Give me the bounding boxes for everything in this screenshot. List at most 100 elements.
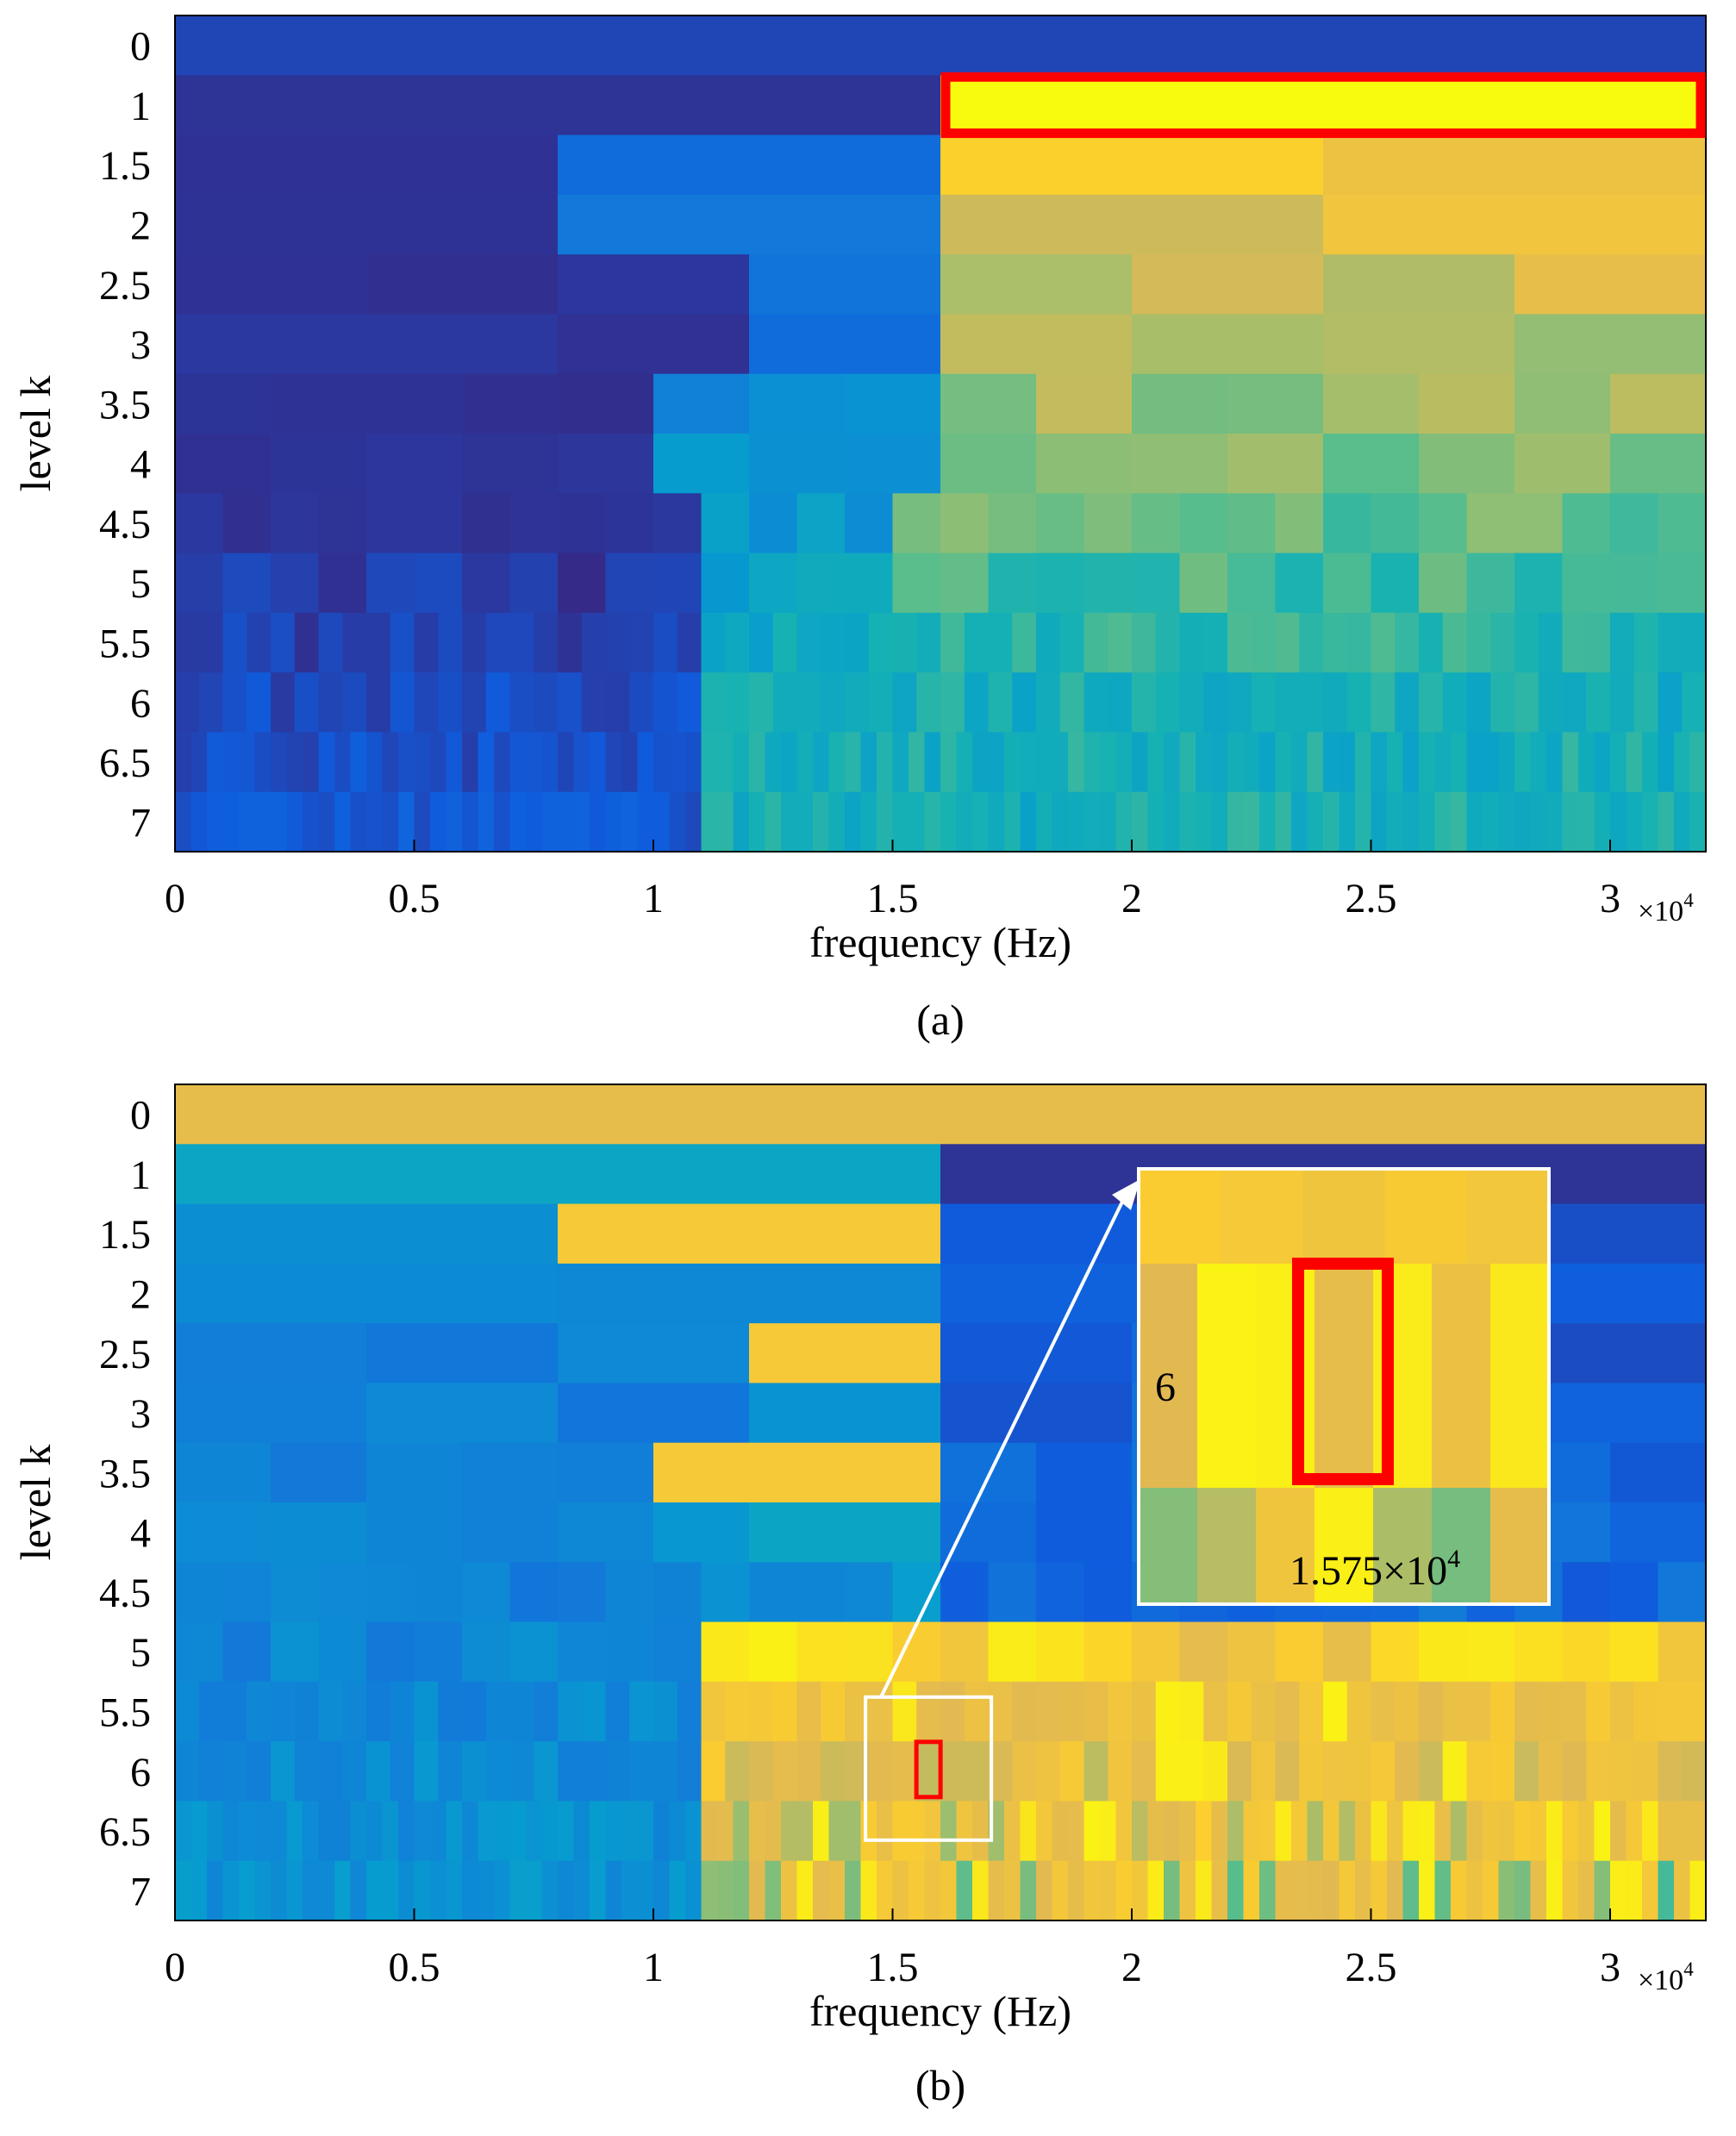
heatmap-cell	[509, 493, 559, 554]
heatmap-cell	[749, 1562, 798, 1623]
heatmap-cell	[1466, 1741, 1491, 1802]
heatmap-cell	[701, 1860, 718, 1921]
heatmap-cell	[1466, 1621, 1515, 1683]
heatmap-cell	[1164, 1860, 1181, 1921]
x-axis-label-a: frequency (Hz)	[809, 918, 1071, 966]
heatmap-cell	[916, 672, 941, 734]
heatmap-cell	[725, 612, 750, 673]
heatmap-cell	[1036, 732, 1053, 793]
heatmap-cell	[717, 1860, 734, 1921]
heatmap-cell	[749, 612, 774, 673]
heatmap-cell	[1275, 553, 1324, 614]
heatmap-cell	[1100, 791, 1117, 852]
heatmap-cell	[303, 791, 320, 852]
heatmap-cell	[1402, 791, 1420, 852]
heatmap-cell	[1658, 791, 1675, 852]
heatmap-cell	[1227, 672, 1252, 734]
heatmap-cell	[366, 672, 391, 734]
heatmap-cell	[677, 612, 703, 673]
zoom-inset-cell	[1139, 1169, 1221, 1265]
x-tick-label: 2	[1121, 876, 1142, 921]
heatmap-cell	[1689, 791, 1706, 852]
heatmap-cell	[271, 672, 296, 734]
heatmap-cell	[796, 612, 821, 673]
heatmap-cell	[1012, 1741, 1037, 1802]
heatmap-cell	[637, 791, 654, 852]
heatmap-cell	[366, 1801, 384, 1862]
zoom-inset-cell	[1314, 1264, 1374, 1489]
heatmap-cell	[271, 1801, 288, 1862]
heatmap-cell	[1339, 791, 1356, 852]
heatmap-cell	[772, 672, 798, 734]
zoom-inset-cell	[1490, 1488, 1550, 1605]
heatmap-cell	[1291, 1860, 1308, 1921]
heatmap-cell	[1147, 1801, 1165, 1862]
heatmap-cell	[1578, 791, 1595, 852]
heatmap-cell	[1530, 1860, 1547, 1921]
heatmap-cell	[701, 1562, 750, 1623]
heatmap-cell	[1036, 1741, 1061, 1802]
heatmap-cell	[303, 1860, 320, 1921]
heatmap-cell	[1387, 791, 1404, 852]
heatmap-cell	[892, 612, 917, 673]
heatmap-cell	[988, 791, 1005, 852]
heatmap-cell	[1419, 732, 1436, 793]
heatmap-cell	[509, 1741, 534, 1802]
heatmap-cell	[956, 791, 973, 852]
heatmap-cell	[1538, 672, 1564, 734]
heatmap-cell	[1323, 1621, 1372, 1683]
heatmap-cell	[198, 1741, 224, 1802]
heatmap-cell	[749, 553, 798, 614]
heatmap-cell	[821, 1741, 846, 1802]
heatmap-cell	[398, 732, 415, 793]
heatmap-cell	[940, 1681, 965, 1742]
heatmap-cell	[1211, 1860, 1228, 1921]
heatmap-cell	[414, 553, 463, 614]
heatmap-cell	[1307, 1860, 1324, 1921]
heatmap-cell	[1658, 672, 1683, 734]
heatmap-cell	[964, 1681, 990, 1742]
heatmap-cell	[1020, 732, 1037, 793]
heatmap-cell	[1012, 612, 1037, 673]
heatmap-cell	[781, 732, 798, 793]
heatmap-cell	[462, 434, 559, 494]
heatmap-cell	[462, 791, 479, 852]
heatmap-cell	[390, 1681, 415, 1742]
heatmap-cell	[271, 1502, 367, 1563]
heatmap-cell	[1514, 732, 1532, 793]
heatmap-cell	[254, 732, 272, 793]
heatmap-cell	[207, 732, 224, 793]
heatmap-cell	[877, 791, 894, 852]
heatmap-cell	[1227, 1681, 1252, 1742]
heatmap-cell	[558, 553, 607, 614]
x-tick-label: 1	[643, 876, 664, 921]
heatmap-cell	[1419, 373, 1515, 434]
heatmap-cell	[677, 672, 703, 734]
heatmap-cell	[1036, 1801, 1053, 1862]
heatmap-cell	[1179, 672, 1204, 734]
heatmap-cell	[366, 434, 463, 494]
heatmap-cell	[1132, 672, 1157, 734]
heatmap-cell	[573, 732, 590, 793]
heatmap-cell	[892, 1681, 917, 1742]
heatmap-cell	[637, 732, 654, 793]
heatmap-cell	[1689, 732, 1706, 793]
x-exponent-b: ×104	[1638, 1958, 1694, 1996]
y-tick-label: 6	[130, 681, 151, 727]
heatmap-cell	[414, 493, 463, 554]
heatmap-cell	[621, 732, 639, 793]
heatmap-cell	[1203, 1741, 1228, 1802]
heatmap-cell	[462, 1562, 511, 1623]
heatmap-cell	[1578, 732, 1595, 793]
heatmap-cell	[1147, 732, 1165, 793]
heatmap-cell	[1068, 732, 1085, 793]
heatmap-cell	[1004, 791, 1021, 852]
heatmap-cell	[1251, 672, 1277, 734]
heatmap-cell	[462, 1502, 559, 1563]
heatmap-cell	[247, 1741, 272, 1802]
heatmap-cell	[558, 1203, 941, 1265]
heatmap-cell	[1610, 1741, 1635, 1802]
zoom-arrow	[879, 1196, 1127, 1698]
heatmap-cell	[390, 612, 415, 673]
heatmap-cell	[1108, 1741, 1133, 1802]
